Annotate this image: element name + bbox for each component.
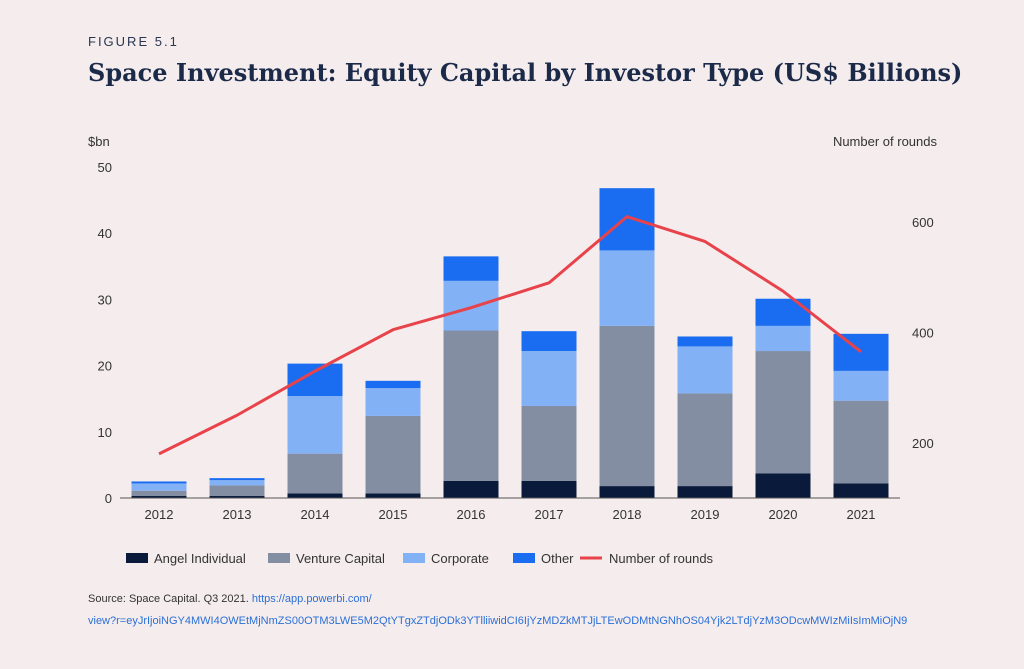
x-tick-label: 2016 xyxy=(457,507,486,522)
x-tick-label: 2015 xyxy=(379,507,408,522)
x-tick-label: 2013 xyxy=(223,507,252,522)
bar-venture-capital xyxy=(131,490,187,497)
y-axis-label: $bn xyxy=(88,134,110,149)
legend-label: Angel Individual xyxy=(154,551,246,566)
source-link-line2[interactable]: view?r=eyJrIjoiNGY4MWI4OWEtMjNmZS00OTM3L… xyxy=(88,615,908,627)
legend-label: Number of rounds xyxy=(609,551,714,566)
bar-corporate xyxy=(287,396,343,454)
y2-tick-label: 600 xyxy=(912,215,934,230)
x-tick-label: 2012 xyxy=(145,507,174,522)
bar-venture-capital xyxy=(287,453,343,494)
y-tick-label: 40 xyxy=(98,226,112,241)
x-tick-label: 2019 xyxy=(691,507,720,522)
legend-swatch xyxy=(126,553,148,563)
bar-venture-capital xyxy=(209,485,265,497)
legend-swatch xyxy=(403,553,425,563)
bar-angel-individual xyxy=(365,493,421,498)
bar-other xyxy=(599,188,655,251)
bar-venture-capital xyxy=(599,325,655,487)
bar-angel-individual xyxy=(521,480,577,498)
bar-corporate xyxy=(365,388,421,416)
legend-label: Other xyxy=(541,551,574,566)
bar-other xyxy=(677,336,733,347)
figure-label: FIGURE 5.1 xyxy=(88,34,179,49)
x-tick-label: 2018 xyxy=(613,507,642,522)
legend-swatch xyxy=(268,553,290,563)
bar-venture-capital xyxy=(521,405,577,481)
legend-swatch xyxy=(513,553,535,563)
source-link-line1[interactable]: https://app.powerbi.com/ xyxy=(251,593,372,605)
x-tick-label: 2017 xyxy=(535,507,564,522)
bar-other xyxy=(833,333,889,371)
y-tick-label: 30 xyxy=(98,292,112,307)
bar-angel-individual xyxy=(833,483,889,498)
bar-angel-individual xyxy=(131,496,187,498)
bar-corporate xyxy=(521,351,577,406)
source-note: Source: Space Capital. Q3 2021. https://… xyxy=(88,588,988,632)
source-text: Source: Space Capital. Q3 2021. xyxy=(88,593,249,605)
bar-angel-individual xyxy=(209,496,265,498)
bar-other xyxy=(443,256,499,281)
y-tick-label: 10 xyxy=(98,425,112,440)
bar-angel-individual xyxy=(443,480,499,498)
bar-venture-capital xyxy=(677,393,733,487)
bar-other xyxy=(287,363,343,397)
y-tick-label: 0 xyxy=(105,491,112,506)
bar-other xyxy=(209,478,265,481)
bar-corporate xyxy=(131,483,187,491)
bar-venture-capital xyxy=(365,415,421,494)
bar-corporate xyxy=(599,250,655,326)
chart-title: Space Investment: Equity Capital by Inve… xyxy=(88,58,963,87)
bar-corporate xyxy=(209,480,265,486)
y2-axis-label: Number of rounds xyxy=(833,134,938,149)
bar-corporate xyxy=(677,346,733,394)
bar-other xyxy=(365,380,421,389)
bar-corporate xyxy=(755,325,811,352)
bar-corporate xyxy=(833,370,889,401)
bar-angel-individual xyxy=(677,486,733,498)
line-number-of-rounds xyxy=(158,215,862,456)
bar-corporate xyxy=(443,280,499,331)
y2-tick-label: 400 xyxy=(912,326,934,341)
x-tick-label: 2014 xyxy=(301,507,330,522)
bar-angel-individual xyxy=(755,473,811,498)
y-tick-label: 50 xyxy=(98,160,112,175)
bar-venture-capital xyxy=(833,400,889,484)
y2-tick-label: 200 xyxy=(912,436,934,451)
legend-label: Corporate xyxy=(431,551,489,566)
bar-angel-individual xyxy=(599,486,655,498)
y-tick-label: 20 xyxy=(98,359,112,374)
x-tick-label: 2021 xyxy=(847,507,876,522)
bar-angel-individual xyxy=(287,493,343,498)
bar-venture-capital xyxy=(755,351,811,474)
bar-other xyxy=(755,298,811,326)
x-tick-label: 2020 xyxy=(769,507,798,522)
bar-venture-capital xyxy=(443,330,499,481)
legend-label: Venture Capital xyxy=(296,551,385,566)
bar-other xyxy=(131,481,187,484)
bar-other xyxy=(521,331,577,352)
